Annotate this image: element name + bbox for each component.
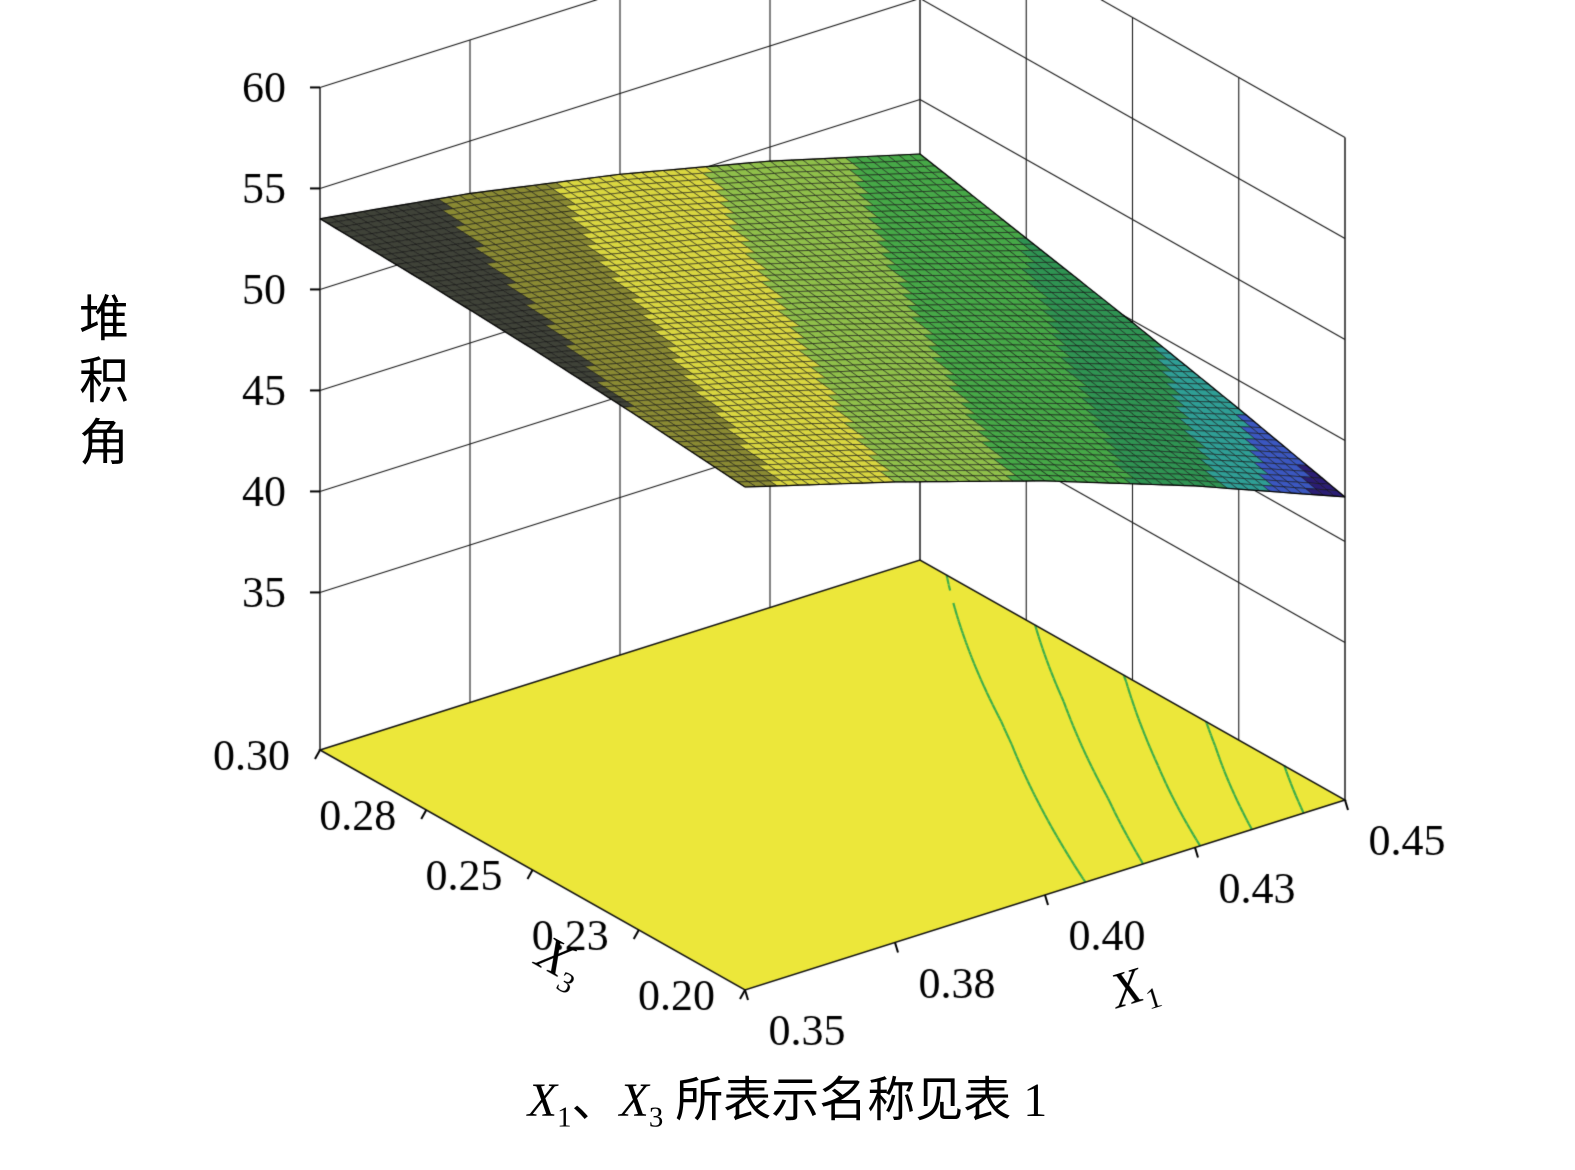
caption-var-x1: X [527,1074,558,1127]
caption-var-x3-sub: 3 [648,1101,664,1134]
z-axis-title: 堆积角 [72,292,128,478]
caption-var-x1-sub: 1 [557,1101,572,1134]
caption-separator: 、 [571,1074,620,1127]
figure-caption: X1、X3 所表示名称见表 1 [0,1060,1575,1135]
caption-var-x3: X [619,1074,649,1127]
caption-text: 所表示名称见表 1 [663,1074,1048,1127]
